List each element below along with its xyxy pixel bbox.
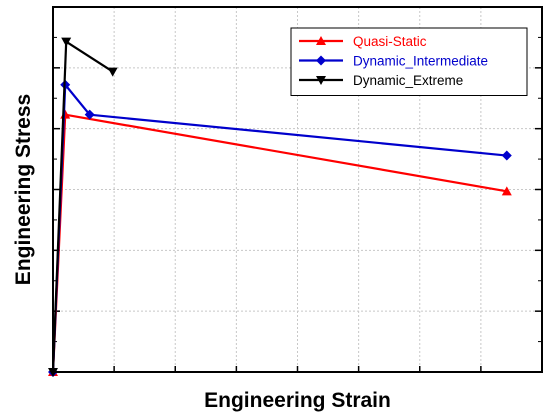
legend-marker-0 (316, 36, 326, 45)
y-axis-title: Engineering Stress (12, 94, 35, 285)
legend-label-1: Dynamic_Intermediate (353, 54, 488, 69)
series-2 (48, 37, 118, 377)
legend: Quasi-Static Dynamic_Intermediate Dynamic_… (290, 27, 528, 96)
legend-item-1: Dynamic_Intermediate (299, 54, 488, 69)
data-point-1-3 (501, 150, 512, 161)
legend-box (290, 27, 528, 96)
data-point-2-2 (107, 67, 118, 77)
legend-label-2: Dynamic_Extreme (353, 73, 463, 88)
data-point-2-1 (61, 37, 72, 47)
plot-frame (52, 6, 543, 373)
data-point-1-2 (84, 109, 95, 120)
series-layer (48, 37, 512, 377)
legend-marker-2 (316, 76, 326, 85)
legend-item-2: Dynamic_Extreme (299, 73, 463, 88)
x-axis-title: Engineering Strain (204, 389, 391, 412)
legend-marker-1 (316, 55, 326, 66)
legend-label-0: Quasi-Static (353, 34, 427, 49)
legend-item-0: Quasi-Static (299, 34, 427, 49)
data-point-0-2 (501, 186, 512, 196)
